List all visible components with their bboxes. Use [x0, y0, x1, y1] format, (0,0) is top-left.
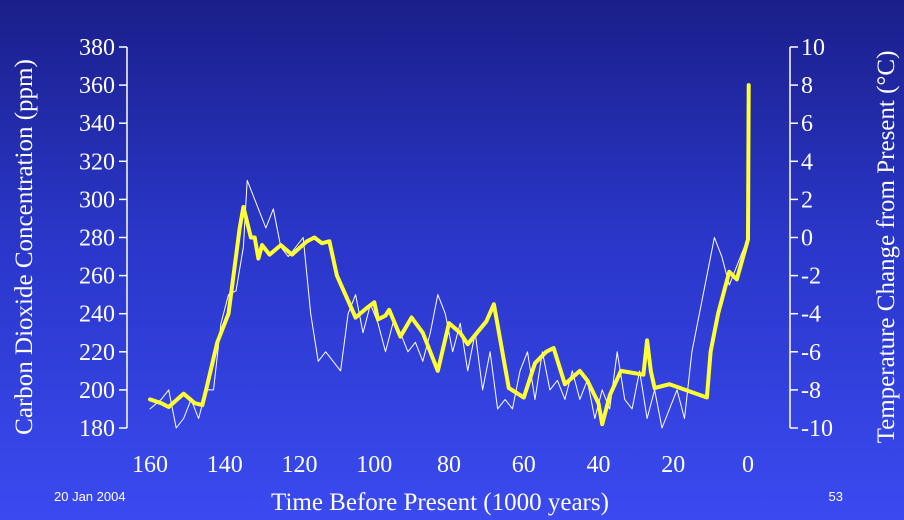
- x-tick-label: 100: [356, 452, 392, 478]
- temperature-series-line: [149, 179, 749, 429]
- right-y-tick-label: 2: [801, 187, 813, 213]
- x-tick-label: 0: [742, 452, 754, 478]
- series-layer: [148, 83, 751, 429]
- x-tick-label: 120: [282, 452, 318, 478]
- x-tick-label: 80: [437, 452, 461, 478]
- left-y-tick-label: 240: [79, 302, 115, 328]
- x-tick-label: 60: [512, 452, 536, 478]
- left-y-tick-label: 320: [79, 149, 115, 175]
- right-y-tick-label: -8: [801, 378, 821, 404]
- footer-date: 20 Jan 2004: [54, 489, 126, 504]
- left-y-tick-label: 300: [79, 187, 115, 213]
- left-y-tick-label: 340: [79, 111, 115, 137]
- axes: [126, 47, 791, 428]
- left-y-tick-label: 380: [79, 35, 115, 61]
- x-axis-title: Time Before Present (1000 years): [271, 489, 609, 516]
- right-y-tick-label: -2: [801, 264, 821, 290]
- x-tick-label: 20: [661, 452, 685, 478]
- x-tick-label: 160: [132, 452, 168, 478]
- right-y-tick-label: 4: [801, 149, 813, 175]
- left-y-tick-label: 180: [79, 416, 115, 442]
- left-y-tick-label: 200: [79, 378, 115, 404]
- right-y-tick-label: -10: [801, 416, 833, 442]
- right-y-axis-title: Temperature Change from Present (°C): [873, 51, 900, 444]
- co2-series-line: [148, 83, 751, 427]
- left-y-tick-label: 360: [79, 73, 115, 99]
- x-tick-label: 40: [587, 452, 611, 478]
- page-number: 53: [829, 489, 843, 504]
- right-y-tick-label: -6: [801, 340, 821, 366]
- right-y-tick-label: 8: [801, 73, 813, 99]
- left-y-axis-title: Carbon Dioxide Concentration (ppm): [11, 59, 38, 435]
- right-y-tick-label: -4: [801, 302, 821, 328]
- right-y-tick-label: 10: [801, 35, 825, 61]
- ticks: 3803603403203002802602402202001801086420…: [79, 35, 833, 478]
- left-y-tick-label: 280: [79, 226, 115, 252]
- right-y-tick-label: 0: [801, 226, 813, 252]
- x-tick-label: 140: [207, 452, 243, 478]
- left-y-tick-label: 220: [79, 340, 115, 366]
- right-y-tick-label: 6: [801, 111, 813, 137]
- left-y-tick-label: 260: [79, 264, 115, 290]
